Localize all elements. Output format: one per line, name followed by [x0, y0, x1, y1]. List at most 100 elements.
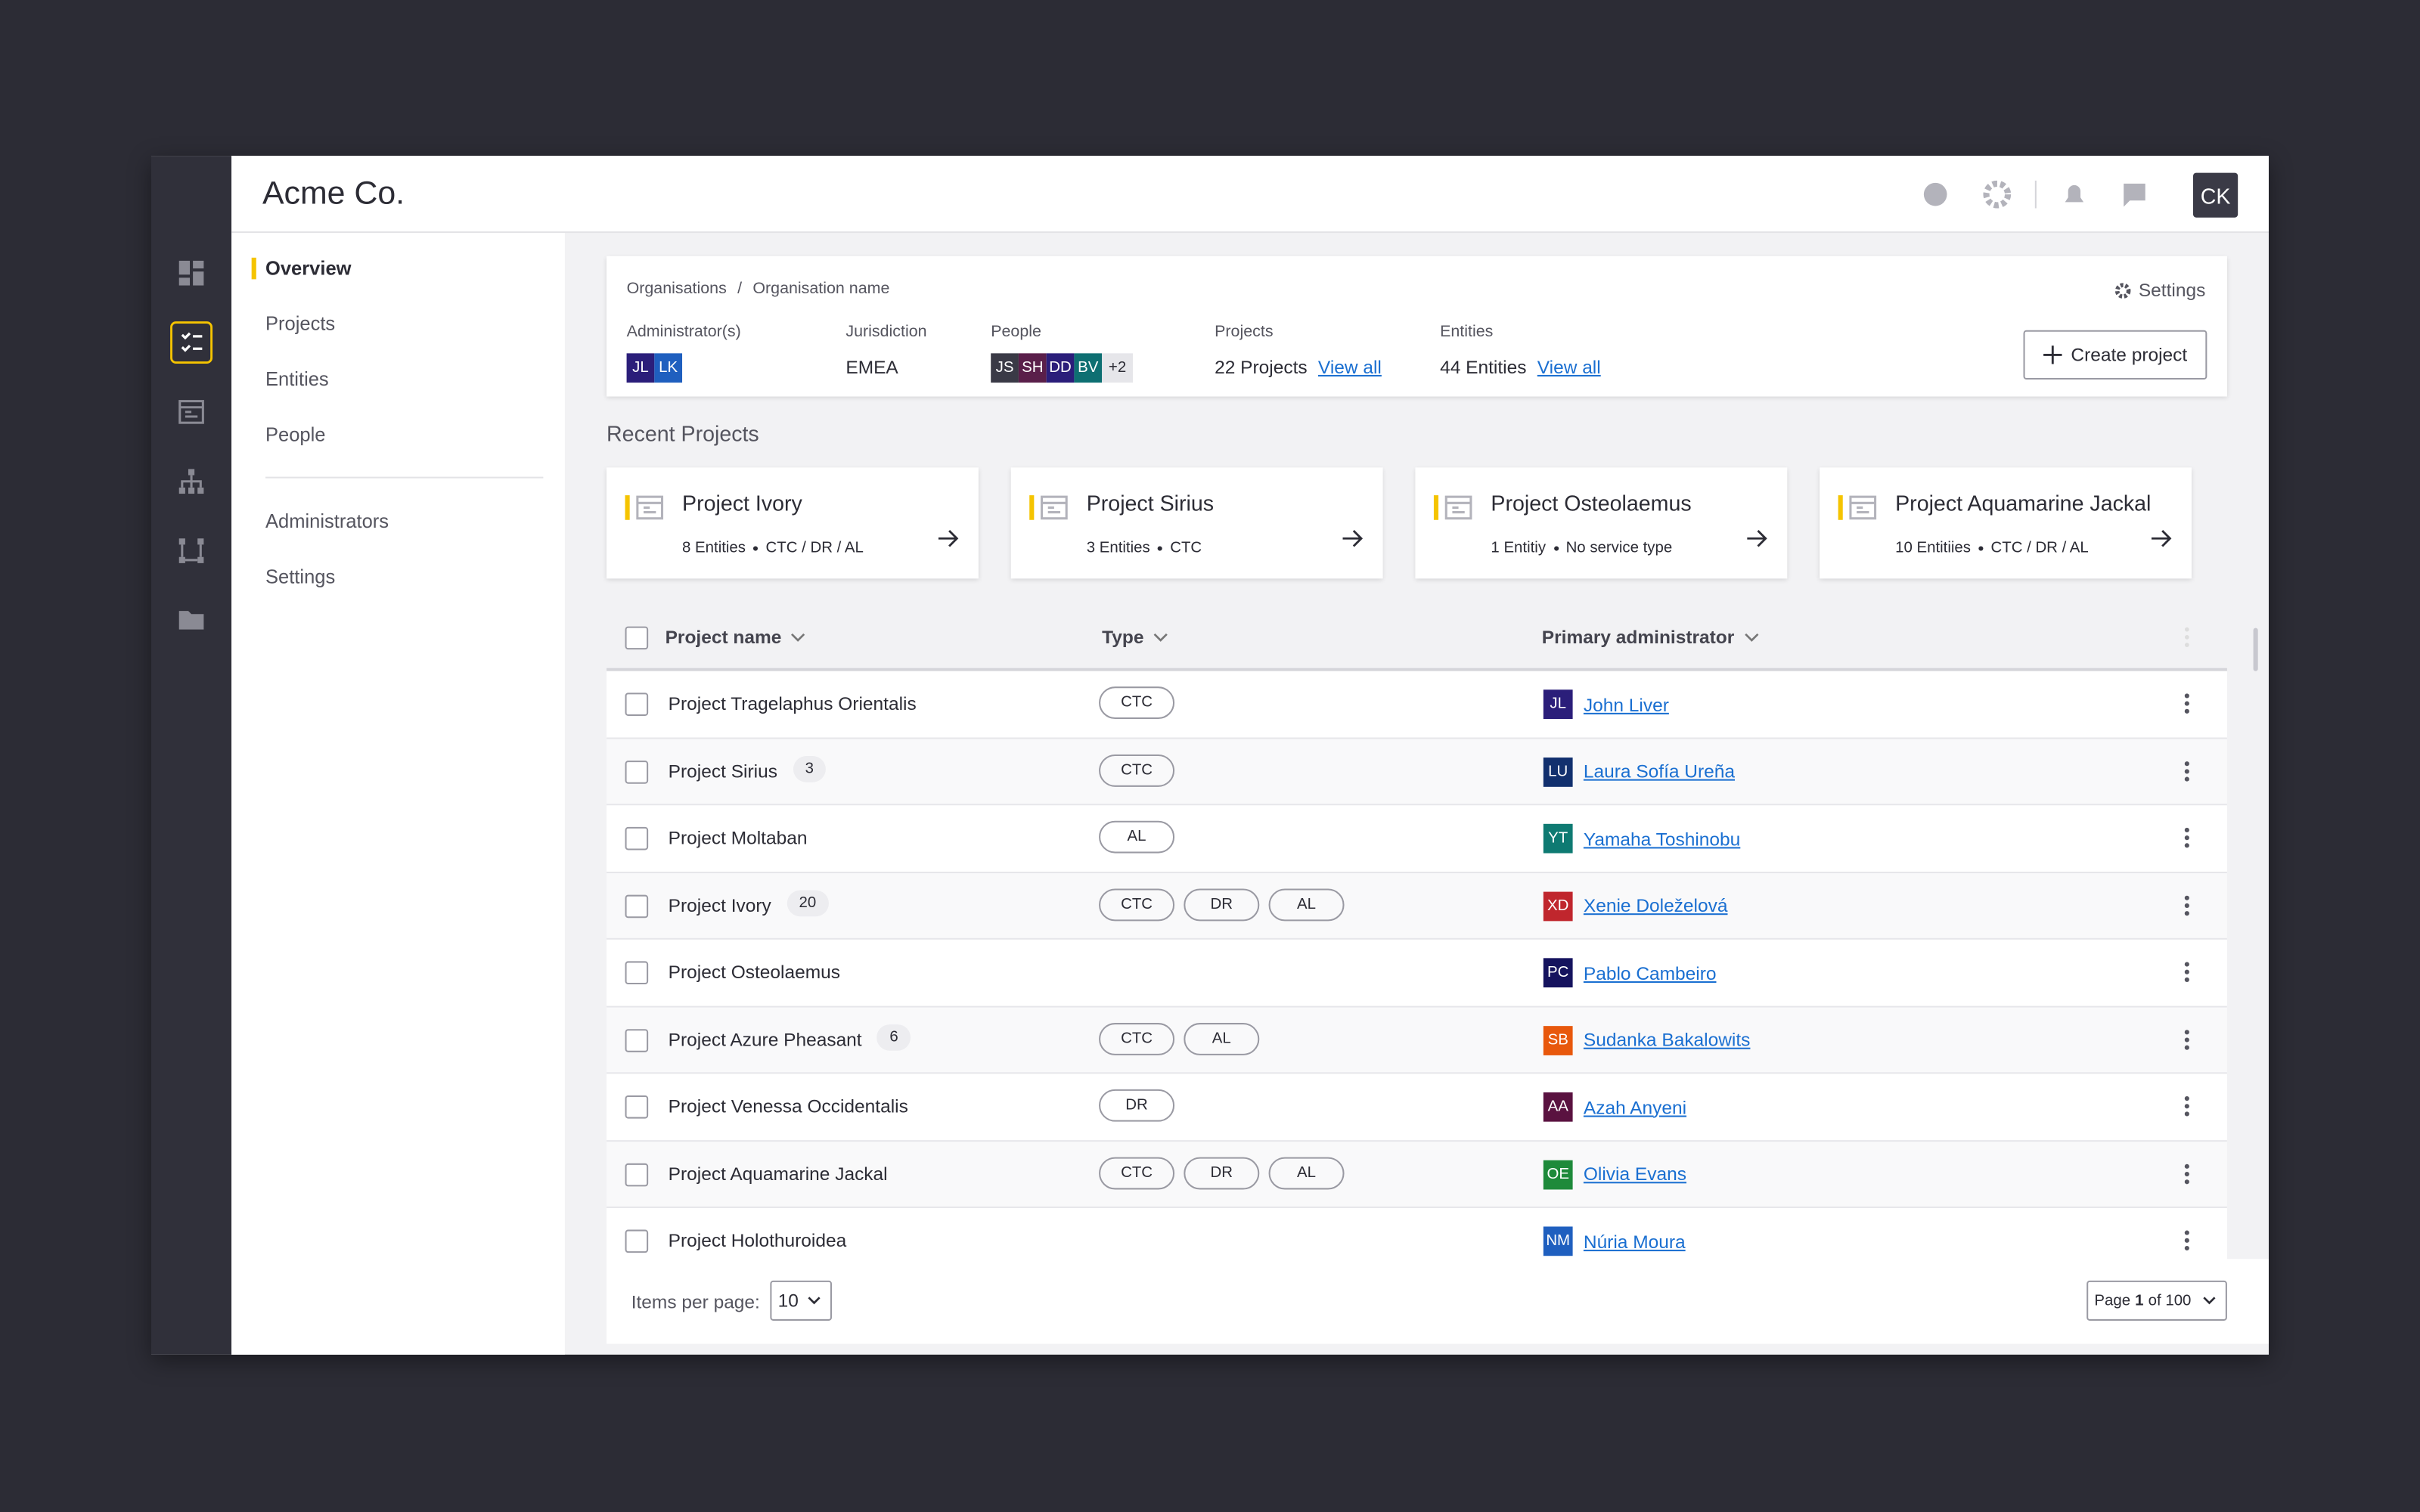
row-menu[interactable] — [2184, 692, 2190, 714]
type-pill: CTC — [1099, 888, 1175, 921]
project-name: Project Venessa Occidentalis — [669, 1095, 908, 1117]
user-avatar[interactable]: CK — [2192, 172, 2238, 218]
field-label: Jurisdiction — [845, 322, 927, 342]
arrow-icon[interactable] — [2151, 529, 2173, 547]
flow-icon[interactable] — [176, 535, 207, 566]
type-list: CTC AL — [1099, 1022, 1260, 1055]
page-select[interactable]: Page 1 of 100 — [2086, 1280, 2227, 1321]
admin-link[interactable]: Laura Sofía Ureña — [1583, 761, 1736, 782]
admin-link[interactable]: Pablo Cambeiro — [1583, 962, 1717, 984]
field-label: People — [991, 322, 1041, 342]
project-card[interactable]: Project Osteolaemus 1 Entitiy No service t… — [1415, 467, 1788, 579]
folder-icon[interactable] — [176, 605, 207, 636]
row-menu[interactable] — [2184, 1028, 2190, 1050]
sort-icon[interactable] — [791, 633, 806, 642]
admin-avatar: LU — [1543, 757, 1573, 786]
projects-field: Projects 22 Projects View all — [1215, 323, 1382, 383]
arrow-icon[interactable] — [1342, 529, 1365, 547]
view-all-link[interactable]: View all — [1317, 356, 1382, 378]
plus-icon — [2043, 345, 2062, 364]
avatar: DD — [1046, 352, 1075, 383]
row-menu[interactable] — [2184, 827, 2190, 849]
card-entities: 10 Entitiies — [1895, 540, 1971, 557]
column-header[interactable]: Project name — [666, 627, 806, 648]
create-project-button[interactable]: Create project — [2023, 330, 2207, 380]
table-row: Project Tragelaphus Orientalis CTC JL John … — [607, 671, 2227, 739]
tasks-icon[interactable] — [169, 321, 213, 364]
row-checkbox[interactable] — [625, 826, 649, 850]
admin-link[interactable]: Xenie Doleželová — [1583, 894, 1728, 917]
avatar-group: JL LK — [626, 352, 683, 383]
row-menu[interactable] — [2184, 760, 2190, 782]
summary-card: Organisations / Organisation name Settings… — [607, 256, 2227, 397]
row-checkbox[interactable] — [625, 1162, 649, 1186]
nav-item[interactable]: Overview — [265, 257, 352, 280]
help-icon[interactable] — [1923, 182, 1947, 206]
row-checkbox[interactable] — [625, 1028, 649, 1052]
administrator: PC Pablo Cambeiro — [1543, 958, 1717, 988]
calendar-icon[interactable] — [176, 396, 207, 427]
settings-icon[interactable] — [1983, 180, 2012, 209]
count-badge: 20 — [786, 889, 829, 916]
admin-link[interactable]: Núria Moura — [1583, 1230, 1686, 1253]
projects-table: Project name Type Primary administrator Pr… — [607, 606, 2227, 1275]
sort-icon[interactable] — [1744, 633, 1759, 642]
breadcrumb-item[interactable]: Organisation name — [752, 279, 890, 298]
bell-icon[interactable] — [2065, 184, 2084, 203]
admin-link[interactable]: Azah Anyeni — [1583, 1095, 1687, 1118]
row-checkbox[interactable] — [625, 961, 649, 985]
row-menu[interactable] — [2184, 1230, 2190, 1252]
row-menu[interactable] — [2184, 1095, 2190, 1117]
project-name: Project Holothuroidea — [669, 1230, 847, 1252]
card-title: Project Aquamarine Jackal — [1895, 490, 2152, 516]
row-checkbox[interactable] — [625, 692, 649, 716]
breadcrumb-item[interactable]: Organisations — [626, 279, 727, 298]
project-card[interactable]: Project Ivory 8 Entities CTC / DR / AL — [607, 467, 979, 579]
project-card[interactable]: Project Aquamarine Jackal 10 Entitiies CTC… — [1820, 467, 2192, 579]
nav-item[interactable]: People — [265, 424, 326, 446]
settings-link[interactable]: Settings — [2114, 279, 2205, 301]
project-card[interactable]: Project Sirius 3 Entities CTC — [1010, 467, 1383, 579]
sort-icon[interactable] — [1153, 633, 1168, 642]
arrow-icon[interactable] — [1747, 529, 1769, 547]
hierarchy-icon[interactable] — [176, 466, 207, 497]
row-checkbox[interactable] — [625, 760, 649, 783]
column-header[interactable]: Type — [1102, 627, 1168, 648]
table-row: Project Aquamarine Jackal CTC DR AL OE Olivia… — [607, 1141, 2227, 1208]
avatar: SH — [1018, 352, 1047, 383]
avatar-more: +2 — [1102, 352, 1133, 383]
row-checkbox[interactable] — [625, 1095, 649, 1119]
admin-link[interactable]: Olivia Evans — [1583, 1163, 1687, 1185]
scrollbar[interactable] — [2253, 627, 2258, 671]
project-name-text: Project Venessa Occidentalis — [668, 1095, 908, 1117]
select-all-checkbox[interactable] — [625, 626, 649, 650]
card-entities: 3 Entities — [1086, 540, 1150, 557]
nav-item[interactable]: Entities — [265, 368, 329, 391]
view-all-link[interactable]: View all — [1537, 356, 1601, 378]
row-checkbox[interactable] — [625, 1229, 649, 1253]
separator-dot — [1978, 546, 1984, 551]
arrow-icon[interactable] — [938, 529, 960, 547]
project-name-text: Project Aquamarine Jackal — [668, 1162, 888, 1185]
column-title: Primary administrator — [1541, 626, 1735, 649]
chat-icon[interactable] — [2124, 183, 2145, 207]
nav-item[interactable]: Settings — [265, 565, 336, 588]
nav-item[interactable]: Administrators — [265, 510, 389, 533]
row-menu[interactable] — [2184, 961, 2190, 983]
row-menu[interactable] — [2184, 1163, 2190, 1185]
admin-link[interactable]: Yamaha Toshinobu — [1583, 827, 1741, 850]
administrators-field: Administrator(s) JL LK — [626, 323, 741, 383]
admin-link[interactable]: John Liver — [1583, 693, 1669, 715]
dashboard-icon[interactable] — [176, 258, 207, 289]
per-page-select[interactable]: 10 — [770, 1280, 833, 1321]
row-menu[interactable] — [2184, 894, 2190, 916]
column-menu[interactable] — [2184, 627, 2190, 649]
row-checkbox[interactable] — [625, 894, 649, 918]
admin-avatar: PC — [1543, 958, 1573, 988]
nav-item[interactable]: Projects — [265, 313, 336, 335]
table-row: Project Ivory 20 CTC DR AL XD Xenie Doleželová — [607, 872, 2227, 940]
column-header[interactable]: Primary administrator — [1541, 626, 1759, 649]
administrator: SB Sudanka Bakalowits — [1543, 1025, 1751, 1055]
admin-link[interactable]: Sudanka Bakalowits — [1583, 1029, 1751, 1051]
